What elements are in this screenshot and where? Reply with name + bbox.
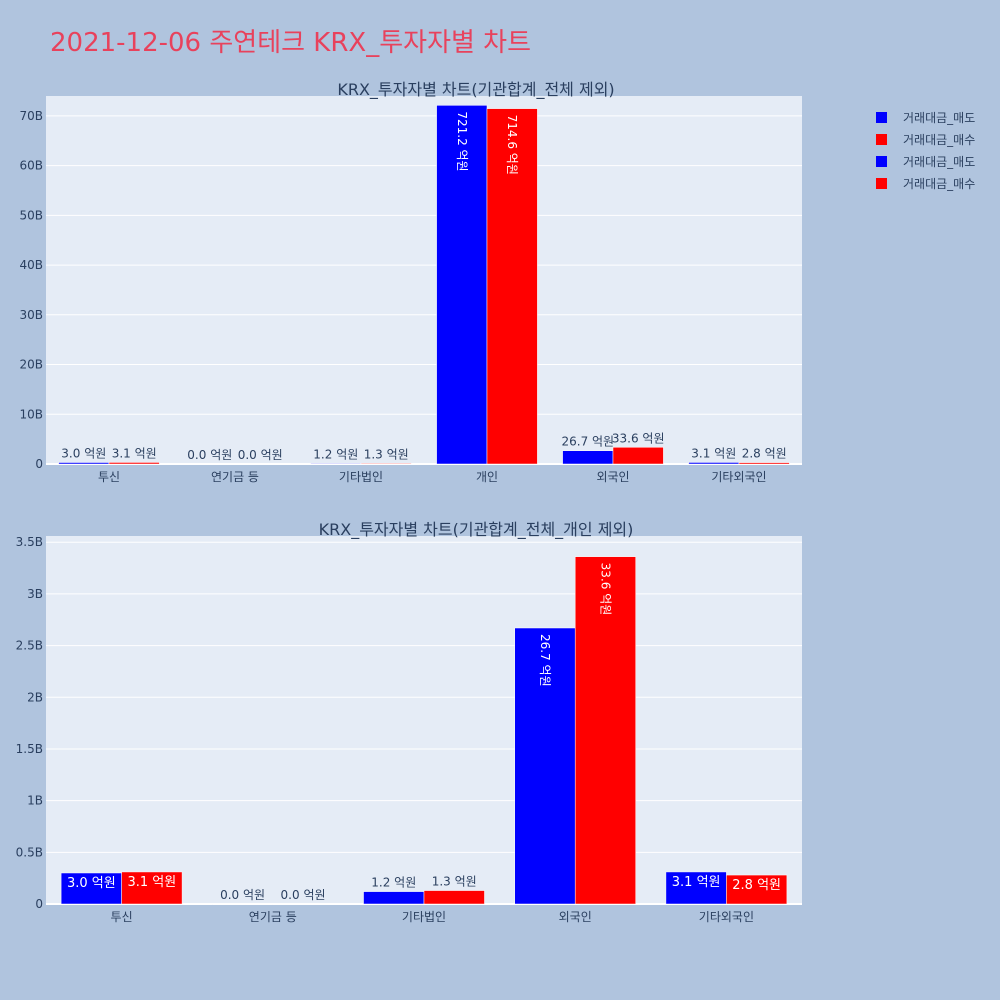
x-tick-label: 외국인 <box>596 470 629 484</box>
chart-title: KRX_투자자별 차트(기관합계_전체 제외) <box>337 80 614 100</box>
bar <box>310 463 362 465</box>
bar <box>423 890 485 905</box>
data-label: 26.7 억원 <box>538 634 552 687</box>
legend-item-buy-2[interactable]: 거래대금_매수 <box>876 172 975 194</box>
x-tick-label: 외국인 <box>559 910 592 924</box>
legend-swatch <box>876 155 887 167</box>
plot-area <box>46 96 802 464</box>
plot-area <box>46 536 802 904</box>
data-label: 0.0 억원 <box>281 888 326 902</box>
bar <box>562 450 614 465</box>
bar <box>486 108 538 465</box>
bar <box>612 447 664 465</box>
x-tick-label: 투신 <box>111 910 133 924</box>
y-tick-label: 70B <box>19 109 43 123</box>
bar <box>184 463 236 465</box>
data-label: 33.6 억원 <box>598 563 612 616</box>
data-label: 1.2 억원 <box>371 876 416 890</box>
x-tick-label: 연기금 등 <box>249 910 297 924</box>
y-tick-label: 0.5B <box>16 845 43 859</box>
y-tick-label: 20B <box>19 358 43 372</box>
legend-label: 거래대금_매수 <box>903 176 976 191</box>
bar <box>121 871 183 905</box>
x-tick-label: 투신 <box>98 470 120 484</box>
legend-label: 거래대금_매수 <box>903 132 976 147</box>
data-label: 2.8 억원 <box>732 878 781 893</box>
data-label: 2.8 억원 <box>742 447 787 461</box>
y-tick-label: 2.5B <box>16 639 43 653</box>
y-tick-label: 0 <box>35 457 43 471</box>
y-tick-label: 50B <box>19 208 43 222</box>
bar <box>212 903 274 905</box>
data-label: 0.0 억원 <box>220 888 265 902</box>
bar <box>688 462 740 465</box>
y-tick-label: 10B <box>19 407 43 421</box>
bar <box>360 463 412 465</box>
chart-title: KRX_투자자별 차트(기관합계_전체_개인 제외) <box>319 520 634 540</box>
y-tick-label: 3.5B <box>16 535 43 549</box>
page-title: 2021-12-06 주연테크 KRX_투자자별 차트 <box>50 28 532 58</box>
legend-label: 거래대금_매도 <box>903 154 976 169</box>
data-label: 0.0 억원 <box>238 448 283 462</box>
data-label: 3.0 억원 <box>67 876 116 891</box>
legend-swatch <box>876 177 887 189</box>
y-tick-label: 40B <box>19 258 43 272</box>
y-tick-label: 60B <box>19 159 43 173</box>
bar <box>363 891 425 905</box>
data-label: 3.1 억원 <box>691 446 736 460</box>
x-tick-label: 기타외국인 <box>699 910 754 924</box>
data-label: 33.6 억원 <box>612 431 665 445</box>
legend-item-sell-2[interactable]: 거래대금_매도 <box>876 150 975 172</box>
bar <box>108 462 160 465</box>
data-label: 3.1 억원 <box>672 875 721 890</box>
x-tick-label: 기타외국인 <box>711 470 766 484</box>
legend-label: 거래대금_매도 <box>903 110 976 125</box>
data-label: 1.2 억원 <box>313 447 358 461</box>
bar <box>436 105 488 465</box>
bar <box>574 556 636 905</box>
y-tick-label: 1.5B <box>16 742 43 756</box>
data-label: 3.1 억원 <box>112 446 157 460</box>
x-tick-label: 기타법인 <box>339 470 383 484</box>
bar <box>738 462 790 465</box>
data-label: 26.7 억원 <box>561 435 614 449</box>
y-tick-label: 3B <box>27 587 43 601</box>
bar <box>726 874 788 905</box>
data-label: 1.3 억원 <box>432 875 477 889</box>
y-tick-label: 2B <box>27 690 43 704</box>
x-tick-label: 개인 <box>476 470 498 484</box>
data-label: 0.0 억원 <box>187 448 232 462</box>
chart-1: 0 10B 20B 30B 40B 50B 60B 70B KRX_투자자별 차트(기관합계_전… <box>19 80 802 484</box>
legend-swatch <box>876 133 887 145</box>
bar <box>60 872 122 905</box>
y-tick-label: 30B <box>19 308 43 322</box>
data-label: 1.3 억원 <box>364 447 409 461</box>
legend-item-sell-1[interactable]: 거래대금_매도 <box>876 106 975 128</box>
x-tick-label: 연기금 등 <box>211 470 259 484</box>
y-tick-label: 0 <box>35 897 43 911</box>
legend-item-buy-1[interactable]: 거래대금_매수 <box>876 128 975 150</box>
data-label: 3.1 억원 <box>127 875 176 890</box>
bar <box>665 871 727 905</box>
legend-swatch <box>876 111 887 123</box>
x-tick-label: 기타법인 <box>402 910 446 924</box>
data-label: 721.2 억원 <box>455 111 469 171</box>
bar <box>58 462 110 465</box>
data-label: 3.0 억원 <box>61 447 106 461</box>
bar <box>234 463 286 465</box>
legend: 거래대금_매도 거래대금_매수 거래대금_매도 거래대금_매수 <box>876 106 975 194</box>
bar <box>272 903 334 905</box>
data-label: 714.6 억원 <box>505 115 519 175</box>
chart-2: 0 0.5B 1B 1.5B 2B 2.5B 3B 3.5B KRX_투자자별 차트(기관합계_… <box>16 520 802 924</box>
bar <box>514 627 576 905</box>
y-tick-label: 1B <box>27 794 43 808</box>
